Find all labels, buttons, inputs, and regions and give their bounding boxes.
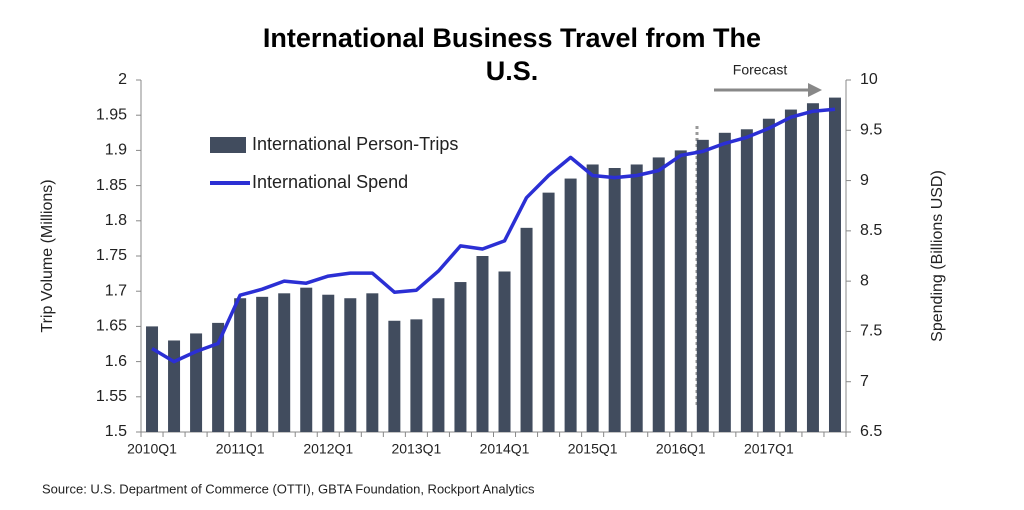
bar bbox=[212, 322, 225, 432]
y2-tick-label: 8.5 bbox=[860, 222, 882, 239]
bar bbox=[476, 256, 489, 432]
bar bbox=[300, 287, 313, 432]
bar bbox=[718, 132, 731, 433]
y2-tick-label: 10 bbox=[860, 71, 878, 88]
y2-tick-label: 9.5 bbox=[860, 122, 882, 139]
bar bbox=[432, 298, 445, 432]
y-tick-label: 1.9 bbox=[105, 142, 127, 159]
bar bbox=[586, 164, 599, 433]
x-tick-label: 2011Q1 bbox=[216, 441, 265, 457]
bar bbox=[828, 97, 841, 432]
bar bbox=[146, 326, 159, 432]
x-tick-label: 2014Q1 bbox=[480, 441, 530, 457]
bar bbox=[454, 282, 467, 432]
x-tick-label: 2013Q1 bbox=[391, 441, 441, 457]
x-tick-label: 2016Q1 bbox=[656, 441, 706, 457]
bar bbox=[608, 168, 621, 432]
y-tick-label: 2 bbox=[118, 71, 127, 88]
y-tick-label: 1.55 bbox=[96, 388, 127, 405]
bar bbox=[498, 271, 511, 432]
line bbox=[151, 107, 836, 364]
y2-tick-label: 8 bbox=[860, 272, 869, 289]
y-tick-label: 1.6 bbox=[105, 353, 127, 370]
bar bbox=[322, 294, 335, 432]
x-tick-label: 2012Q1 bbox=[303, 441, 353, 457]
bar bbox=[740, 129, 753, 432]
bar bbox=[674, 150, 687, 432]
bar bbox=[234, 298, 247, 432]
y-tick-label: 1.95 bbox=[96, 106, 127, 123]
y-tick-label: 1.5 bbox=[105, 423, 127, 440]
bar bbox=[806, 103, 819, 433]
bar bbox=[652, 157, 665, 432]
legend-swatch bbox=[210, 137, 246, 153]
bar bbox=[344, 298, 357, 432]
bar bbox=[256, 296, 269, 432]
y2-tick-label: 9 bbox=[860, 172, 869, 189]
y2-tick-label: 7 bbox=[860, 373, 869, 390]
forecast-arrowhead bbox=[808, 83, 822, 97]
y2-axis-label: Spending (Billions USD) bbox=[929, 170, 946, 342]
bar bbox=[190, 333, 203, 432]
bar bbox=[278, 293, 291, 432]
chart-title: International Business Travel from The U… bbox=[262, 23, 762, 86]
source-note: Source: U.S. Department of Commerce (OTT… bbox=[42, 481, 535, 496]
x-tick-label: 2015Q1 bbox=[568, 441, 618, 457]
bar bbox=[696, 139, 709, 432]
bar bbox=[388, 320, 401, 432]
bar bbox=[410, 319, 423, 432]
y2-tick-label: 6.5 bbox=[860, 423, 882, 440]
y-tick-label: 1.85 bbox=[96, 177, 127, 194]
x-tick-label: 2010Q1 bbox=[127, 441, 177, 457]
annotation: Forecast bbox=[733, 62, 788, 78]
bar bbox=[564, 178, 577, 432]
bar bbox=[762, 118, 775, 432]
y-tick-label: 1.65 bbox=[96, 318, 127, 335]
bar bbox=[168, 340, 181, 432]
y2-tick-label: 7.5 bbox=[860, 323, 882, 340]
bar bbox=[542, 192, 555, 432]
bar bbox=[630, 164, 643, 433]
legend-label: International Spend bbox=[252, 172, 408, 192]
y-tick-label: 1.8 bbox=[105, 212, 127, 229]
y-tick-label: 1.7 bbox=[105, 282, 127, 299]
bar bbox=[366, 293, 379, 432]
y-tick-label: 1.75 bbox=[96, 247, 127, 264]
bar bbox=[784, 109, 797, 433]
bar bbox=[520, 227, 533, 432]
legend-label: International Person-Trips bbox=[252, 134, 458, 154]
y-axis-label: Trip Volume (Millions) bbox=[39, 179, 56, 332]
x-tick-label: 2017Q1 bbox=[744, 441, 794, 457]
